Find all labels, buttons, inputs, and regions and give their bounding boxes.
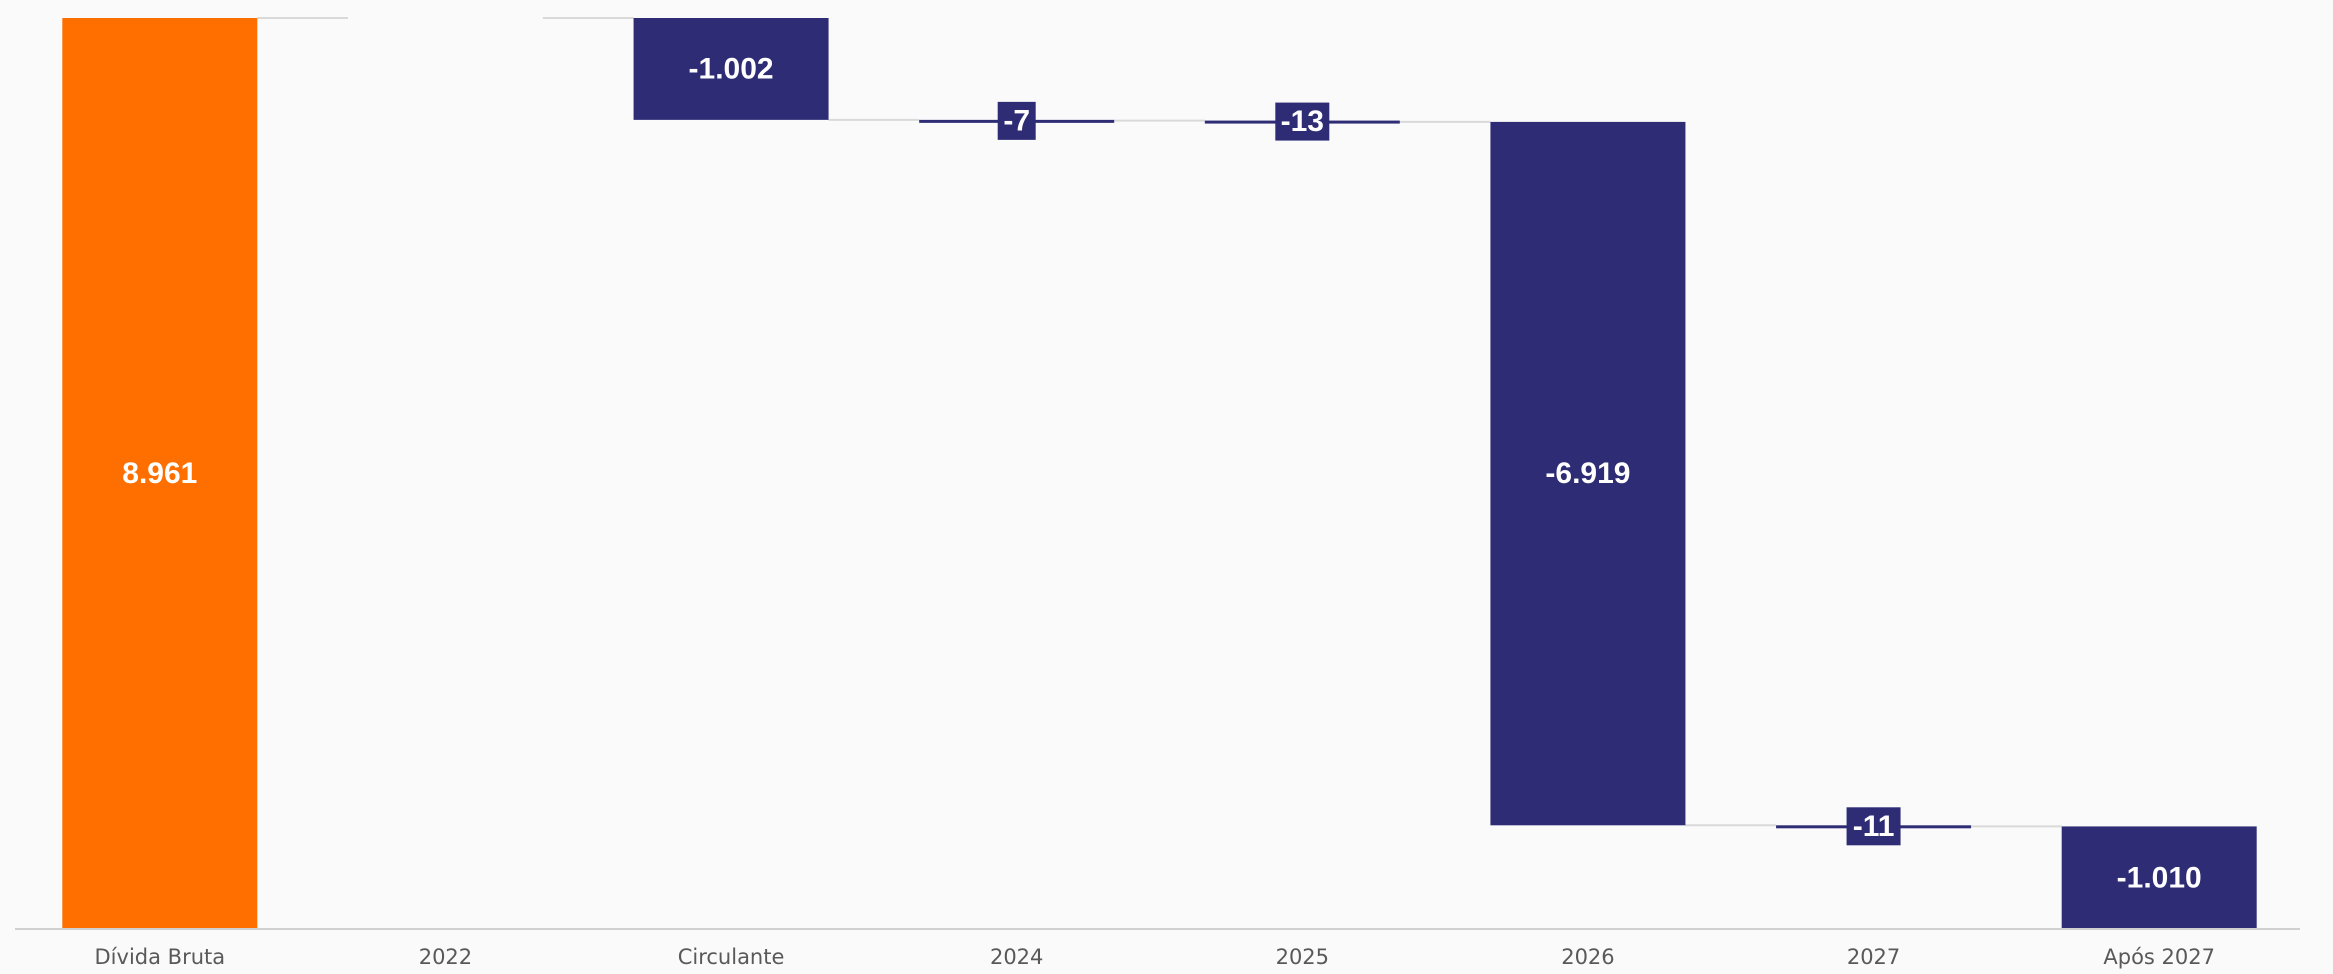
x-tick-label-1: 2022	[419, 945, 472, 969]
bar-5	[1490, 121, 1686, 826]
data-labels: 8.961 -1.002 -7 -13 -6.919 -11 -1.010	[122, 52, 2201, 894]
bars	[62, 18, 2257, 930]
data-label-2: -1.002	[689, 52, 774, 85]
data-label-4: -13	[1281, 105, 1324, 138]
x-tick-label-5: 2026	[1561, 945, 1614, 969]
data-label-box-6	[1846, 807, 1901, 846]
x-tick-label-7: Após 2027	[2103, 945, 2215, 969]
bar-7	[2061, 826, 2257, 930]
data-label-box-4	[1275, 102, 1330, 141]
connector-lines	[257, 17, 2062, 828]
bar-0	[62, 18, 258, 929]
x-tick-label-6: 2027	[1847, 945, 1900, 969]
data-label-3: -7	[1003, 104, 1030, 137]
data-label-box-3	[997, 101, 1036, 140]
data-label-5: -6.919	[1545, 457, 1630, 490]
x-tick-label-4: 2025	[1276, 945, 1329, 969]
data-label-7: -1.010	[2117, 861, 2202, 894]
bar-2	[633, 18, 829, 120]
x-tick-label-0: Dívida Bruta	[95, 945, 226, 969]
x-tick-label-3: 2024	[990, 945, 1043, 969]
x-axis-ticks: Dívida Bruta 2022 Circulante 2024 2025 2026 20…	[95, 945, 2215, 969]
x-tick-label-2: Circulante	[678, 945, 785, 969]
data-label-6: -11	[1853, 810, 1895, 843]
data-label-0: 8.961	[122, 457, 197, 490]
